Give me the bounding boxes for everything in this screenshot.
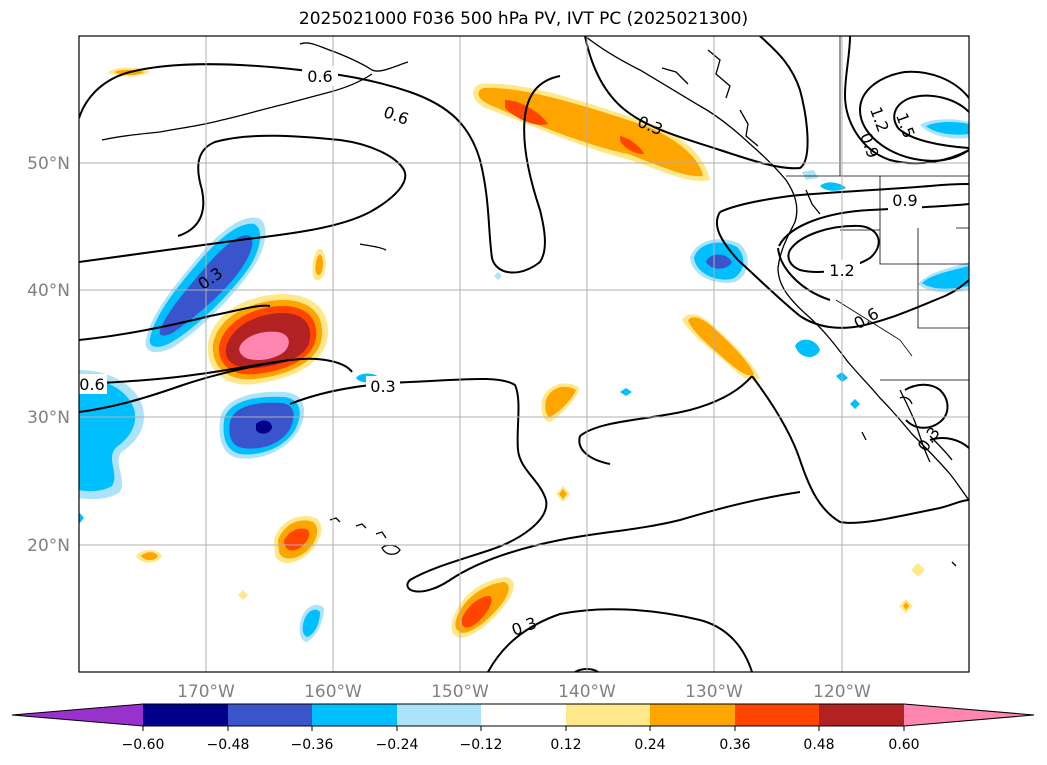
svg-text:0.6: 0.6 bbox=[307, 67, 332, 86]
colorbar-tick-label: −0.36 bbox=[291, 737, 334, 753]
lon-label: 170°W bbox=[177, 682, 235, 702]
map-frame bbox=[78, 35, 970, 673]
colorbar-ticks bbox=[142, 726, 905, 731]
lon-label: 140°W bbox=[558, 682, 616, 702]
svg-text:1.2: 1.2 bbox=[829, 261, 854, 280]
colorbar-tick-label: 0.12 bbox=[550, 737, 581, 753]
contour-label: 1.2 bbox=[824, 260, 860, 280]
contour-labels: 0.6 0.6 0.3 0.3 0.6 0.3 0.9 1.2 1.5 0.9 … bbox=[79, 66, 944, 640]
lat-label: 50°N bbox=[27, 154, 70, 174]
lat-label: 20°N bbox=[27, 536, 70, 556]
colorbar-tick-label: 0.36 bbox=[719, 737, 750, 753]
svg-text:0.3: 0.3 bbox=[370, 377, 395, 396]
svg-text:0.6: 0.6 bbox=[79, 375, 104, 394]
political-borders bbox=[786, 36, 969, 381]
ivt-positive-core bbox=[207, 293, 329, 385]
colorbar-tick-label: −0.24 bbox=[376, 737, 419, 753]
colorbar-tick-label: −0.60 bbox=[122, 737, 165, 753]
ivt-negative-blob-south bbox=[219, 391, 305, 459]
colorbar-tick-label: 0.24 bbox=[634, 737, 665, 753]
pv-contours bbox=[79, 36, 969, 672]
longitude-labels: 170°W 160°W 150°W 140°W 130°W 120°W bbox=[177, 682, 871, 702]
colorbar-cell bbox=[650, 704, 735, 726]
contour-label: 0.6 bbox=[302, 66, 338, 86]
contour-label: 0.3 bbox=[366, 376, 400, 396]
colorbar-tick-label: −0.48 bbox=[207, 737, 250, 753]
colorbar-cell bbox=[143, 704, 228, 726]
colorbar-tick-label: −0.12 bbox=[460, 737, 503, 753]
colorbar-cell bbox=[228, 704, 312, 726]
colorbar-tick-label: 0.60 bbox=[888, 737, 919, 753]
colorbar-cell bbox=[566, 704, 650, 726]
latitude-labels: 50°N 40°N 30°N 20°N bbox=[27, 154, 70, 556]
lon-label: 150°W bbox=[431, 682, 489, 702]
colorbar-cell bbox=[397, 704, 481, 726]
colorbar-cell bbox=[735, 704, 819, 726]
colorbar-cell bbox=[819, 704, 904, 726]
graticule bbox=[79, 36, 969, 672]
lon-label: 160°W bbox=[304, 682, 362, 702]
colorbar: −0.60 −0.48 −0.36 −0.24 −0.12 0.12 0.24 … bbox=[11, 703, 1035, 753]
colorbar-cell bbox=[481, 704, 566, 726]
contour-label: 0.9 bbox=[888, 190, 922, 210]
svg-text:0.9: 0.9 bbox=[892, 191, 917, 210]
colorbar-extend-max bbox=[904, 704, 1034, 726]
colorbar-tick-label: 0.48 bbox=[803, 737, 834, 753]
ivt-positive-small-blobs bbox=[136, 248, 925, 638]
lon-label: 130°W bbox=[685, 682, 743, 702]
contour-label: 0.6 bbox=[79, 374, 107, 394]
lon-label: 120°W bbox=[813, 682, 871, 702]
lat-label: 30°N bbox=[27, 408, 70, 428]
ivt-negative-small-blobs bbox=[299, 119, 969, 642]
lat-label: 40°N bbox=[27, 281, 70, 301]
map-title: 2025021000 F036 500 hPa PV, IVT PC (2025… bbox=[298, 9, 749, 29]
colorbar-cell bbox=[312, 704, 397, 726]
colorbar-extend-min bbox=[12, 704, 143, 726]
